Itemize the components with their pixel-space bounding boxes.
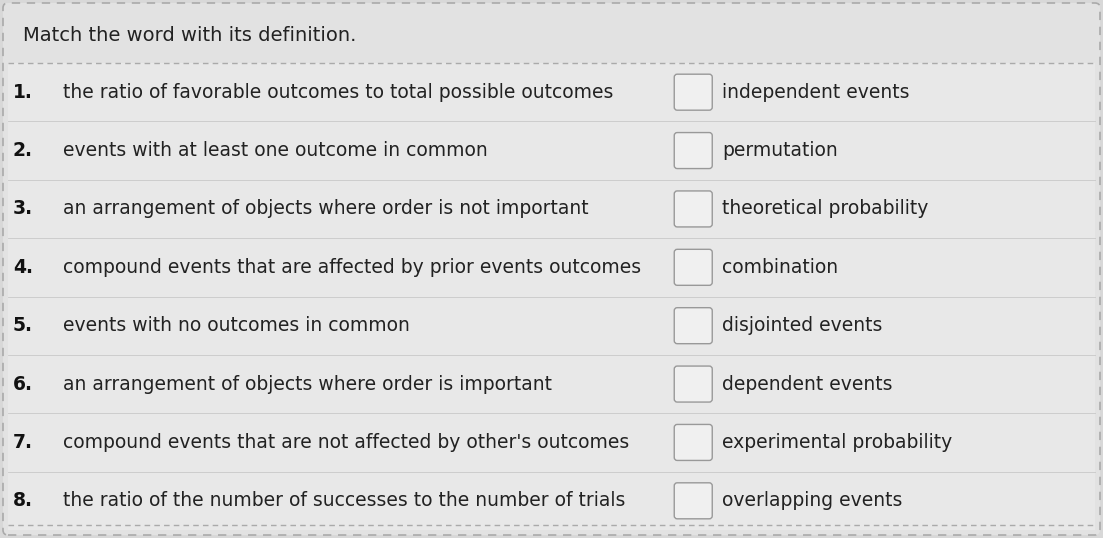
Text: theoretical probability: theoretical probability [722,200,929,218]
Text: the ratio of favorable outcomes to total possible outcomes: the ratio of favorable outcomes to total… [63,83,613,102]
Text: 4.: 4. [13,258,33,277]
Text: an arrangement of objects where order is important: an arrangement of objects where order is… [63,374,552,394]
FancyBboxPatch shape [674,366,713,402]
Text: an arrangement of objects where order is not important: an arrangement of objects where order is… [63,200,589,218]
Text: 3.: 3. [13,200,33,218]
Text: compound events that are affected by prior events outcomes: compound events that are affected by pri… [63,258,641,277]
FancyBboxPatch shape [674,424,713,461]
Text: permutation: permutation [722,141,838,160]
Text: 6.: 6. [13,374,33,394]
FancyBboxPatch shape [674,308,713,344]
Text: compound events that are not affected by other's outcomes: compound events that are not affected by… [63,433,629,452]
Text: 5.: 5. [13,316,33,335]
Text: overlapping events: overlapping events [722,491,902,511]
Text: 1.: 1. [13,83,33,102]
Text: independent events: independent events [722,83,910,102]
FancyBboxPatch shape [674,74,713,110]
Text: Match the word with its definition.: Match the word with its definition. [23,26,356,45]
Text: experimental probability: experimental probability [722,433,953,452]
Text: events with no outcomes in common: events with no outcomes in common [63,316,410,335]
Bar [8,63,1095,530]
Text: combination: combination [722,258,838,277]
Bar [8,8,1095,63]
Text: 7.: 7. [13,433,33,452]
FancyBboxPatch shape [674,249,713,285]
FancyBboxPatch shape [674,132,713,168]
Text: 2.: 2. [13,141,33,160]
Text: the ratio of the number of successes to the number of trials: the ratio of the number of successes to … [63,491,625,511]
FancyBboxPatch shape [674,191,713,227]
Text: 8.: 8. [13,491,33,511]
FancyBboxPatch shape [3,3,1100,535]
Text: events with at least one outcome in common: events with at least one outcome in comm… [63,141,488,160]
Text: disjointed events: disjointed events [722,316,882,335]
FancyBboxPatch shape [674,483,713,519]
Text: dependent events: dependent events [722,374,892,394]
